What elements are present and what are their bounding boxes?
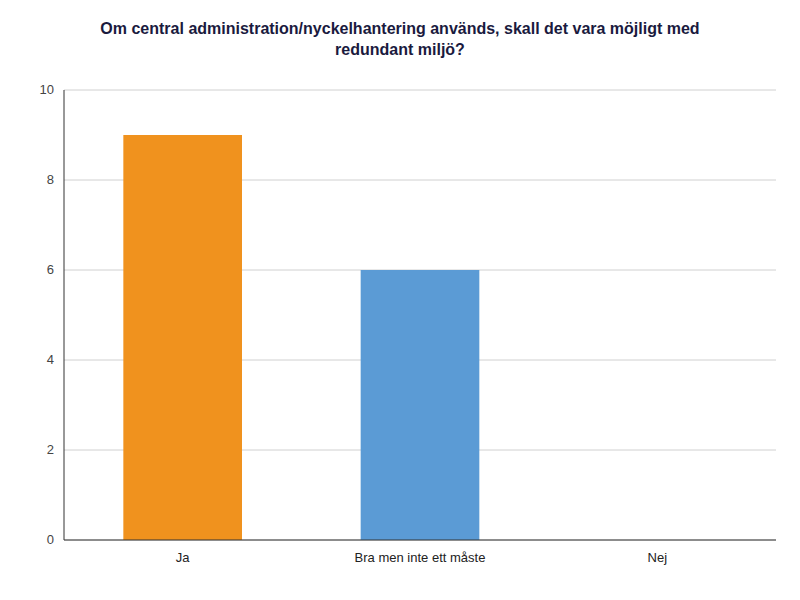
grid: [64, 90, 776, 540]
x-axis: Ja Bra men inte ett måste Nej: [176, 550, 667, 565]
y-tick-label: 10: [40, 82, 54, 97]
x-tick-label: Bra men inte ett måste: [355, 550, 486, 565]
y-tick-label: 8: [47, 172, 54, 187]
bars: [123, 135, 479, 540]
bar: [361, 270, 480, 540]
bar: [123, 135, 242, 540]
grid-line: [64, 90, 776, 91]
y-tick-label: 0: [47, 532, 54, 547]
chart-container: Om central administration/nyckelhanterin…: [0, 0, 800, 600]
y-axis-line: [64, 90, 65, 540]
x-tick-label: Nej: [648, 550, 668, 565]
y-tick-label: 4: [47, 352, 54, 367]
grid-line: [64, 540, 776, 541]
x-axis-line: [64, 540, 776, 541]
y-tick-label: 2: [47, 442, 54, 457]
y-axis: 0 2 4 6 8 10: [40, 82, 54, 547]
x-tick-label: Ja: [176, 550, 191, 565]
y-tick-label: 6: [47, 262, 54, 277]
chart: Om central administration/nyckelhanterin…: [0, 0, 800, 600]
title: Om central administration/nyckelhanterin…: [100, 20, 699, 58]
